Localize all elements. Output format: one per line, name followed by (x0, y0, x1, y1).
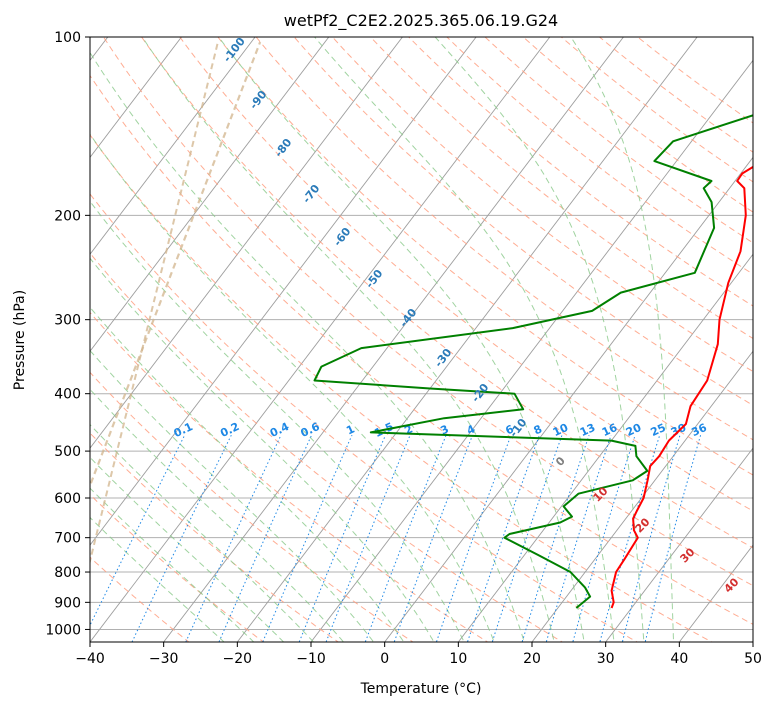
mixing-ratio-label: 36 (689, 421, 709, 439)
y-tick-label: 400 (54, 387, 81, 403)
mixing-ratio-line (572, 435, 636, 642)
isotherm-line (90, 37, 183, 159)
dry-adiabat (90, 311, 489, 642)
dry-adiabat (331, 37, 753, 373)
y-tick-label: 800 (54, 565, 81, 581)
mixing-ratio-line (218, 434, 313, 642)
y-tick-label: 900 (54, 595, 81, 611)
isotherm-line (678, 544, 753, 642)
dry-adiabat (179, 37, 753, 512)
mixing-ratio-line (131, 434, 232, 642)
mixing-ratio-label: 16 (600, 421, 620, 439)
isotherm-line (310, 59, 753, 642)
isotherm-line (90, 37, 551, 642)
moist-adiabat (90, 423, 315, 642)
moist-adiabat (570, 37, 675, 642)
x-tick-label: 20 (523, 651, 541, 667)
dry-adiabat (90, 134, 713, 642)
sounding-series (313, 114, 753, 609)
plot-area: 0.1 0.2 0.4 0.6 1 1.5 2 3 4 6 8 10 13 16 20 25 30 36 -100… (90, 37, 753, 642)
dry-adiabat (90, 371, 414, 642)
dry-adiabat (369, 37, 753, 340)
x-tick-label: 40 (670, 651, 688, 667)
y-tick-label: 200 (54, 208, 81, 224)
mixing-ratio-label: 10 (551, 421, 571, 439)
x-tick-label: −10 (296, 651, 326, 667)
y-tick-label: 1000 (45, 622, 81, 638)
isotherm-line (457, 253, 753, 642)
dry-adiabat (90, 74, 753, 625)
mixing-ratio-line (644, 435, 702, 642)
mixing-ratio-line (621, 435, 681, 642)
x-tick-label: 50 (744, 651, 762, 667)
y-axis-label: Pressure (hPa) (12, 290, 28, 390)
x-axis-label: Temperature (°C) (360, 681, 482, 697)
x-tick-label: −40 (75, 651, 105, 667)
x-tick-label: 30 (597, 651, 615, 667)
dry-adiabat (408, 37, 753, 307)
x-tick-label: 0 (380, 651, 389, 667)
y-axis: 100 200 300 400 500 600 700 800 900 1000 (45, 30, 90, 638)
x-axis: −40 −30 −20 −10 0 10 20 30 40 50 (75, 642, 762, 667)
mixing-ratio-label: 20 (624, 421, 644, 439)
mixing-ratio-line (521, 435, 590, 642)
moist-adiabat (434, 37, 645, 642)
isotherm-line (90, 37, 477, 546)
isotherm-line (163, 37, 625, 642)
isotherm-grid (90, 37, 753, 642)
mixing-ratio-line (545, 435, 612, 642)
dry-adiabat (255, 37, 753, 441)
y-tick-label: 700 (54, 531, 81, 547)
moist-adiabat (90, 388, 345, 642)
moist-adiabat (141, 37, 555, 642)
chart-title: wetPf2_C2E2.2025.365.06.19.G24 (284, 11, 558, 31)
mixing-ratio-line (90, 434, 186, 627)
temperature-line (610, 165, 753, 609)
isotherm-line (605, 447, 753, 642)
moist-adiabat (314, 37, 615, 642)
lcl-curve (90, 41, 262, 489)
moist-adiabat (90, 257, 435, 642)
dry-adiabat (90, 252, 564, 642)
dry-adiabat (90, 493, 265, 642)
dry-adiabat (217, 37, 753, 476)
isotherm-line (384, 156, 753, 642)
mixing-ratio-label: 25 (649, 421, 668, 439)
dry-adiabats (90, 37, 753, 642)
mixing-ratio-line (298, 434, 386, 642)
dry-adiabat (90, 432, 340, 642)
x-tick-label: 10 (449, 651, 467, 667)
lcl-curves (90, 41, 262, 566)
y-tick-label: 300 (54, 313, 81, 329)
moist-adiabat (90, 51, 525, 642)
mixing-ratio-label: 13 (578, 421, 597, 439)
y-tick-label: 600 (54, 491, 81, 507)
isotherm-line (531, 350, 753, 642)
y-tick-label: 100 (54, 30, 81, 46)
isotherm-line (90, 37, 256, 256)
dewpoint-line (313, 114, 753, 609)
plot-frame (89, 36, 754, 643)
mixing-ratio-line (466, 435, 540, 642)
x-tick-label: −20 (223, 651, 253, 667)
moist-adiabat (90, 349, 375, 642)
isotherm-line (90, 37, 404, 449)
mixing-ratio-line (262, 434, 353, 642)
mixing-ratio-line (491, 435, 563, 642)
y-tick-label: 500 (54, 444, 81, 460)
moist-adiabat (90, 306, 405, 642)
dry-adiabat (140, 37, 753, 549)
isobar-grid (90, 37, 753, 630)
x-tick-label: −30 (149, 651, 179, 667)
lcl-curve (90, 41, 219, 566)
isotherm-line (236, 37, 698, 642)
mixing-ratio-line (325, 435, 411, 642)
